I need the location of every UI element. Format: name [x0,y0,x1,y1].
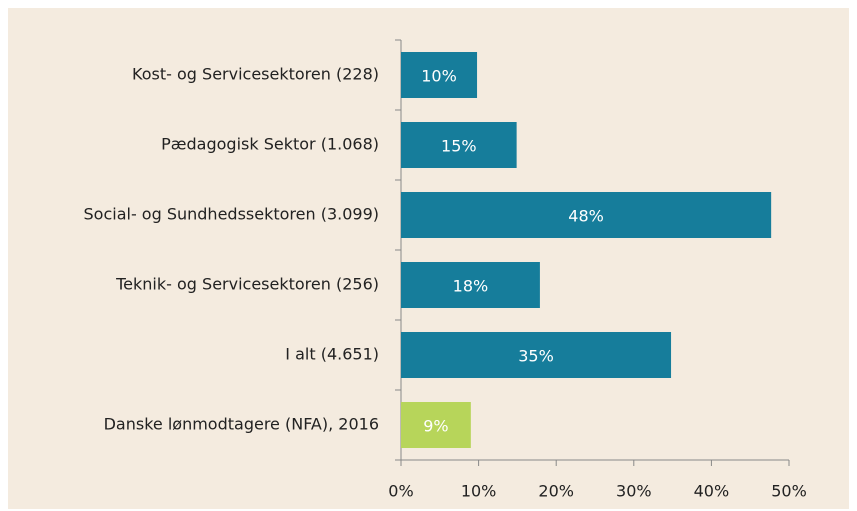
x-tick-label: 20% [538,482,574,501]
y-tick-label: Kost- og Servicesektoren (228) [132,65,379,84]
bar [401,52,478,98]
x-tick-label: 30% [616,482,652,501]
y-tick-label: Social- og Sundhedssektoren (3.099) [84,205,380,224]
bar [401,122,517,168]
value-label: 48% [568,207,604,226]
y-tick-label: I alt (4.651) [285,345,379,364]
y-tick-label: Teknik- og Servicesektoren (256) [115,275,379,294]
value-label: 10% [421,67,457,86]
value-label: 15% [441,137,477,156]
x-tick-label: 0% [388,482,413,501]
bar [401,332,672,378]
value-label: 18% [453,277,489,296]
y-tick-label: Pædagogisk Sektor (1.068) [161,135,379,154]
x-tick-label: 50% [771,482,807,501]
bar [401,402,471,448]
y-tick-label: Danske lønmodtagere (NFA), 2016 [104,415,379,434]
x-tick-label: 40% [694,482,730,501]
bar [401,192,772,238]
value-label: 35% [518,347,554,366]
bar [401,262,540,308]
x-tick-label: 10% [461,482,497,501]
value-label: 9% [423,417,448,436]
